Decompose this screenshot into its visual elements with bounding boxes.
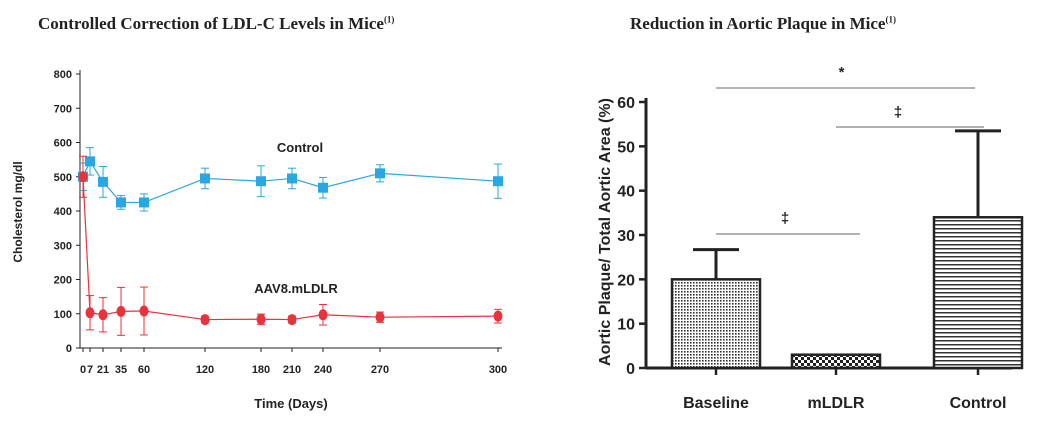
left-y-tick-label: 500 [54,172,72,184]
right-y-tick-label: 40 [617,184,635,201]
left-x-tick-label: 120 [196,364,214,376]
right-chart-title-superscript: (1) [885,14,896,25]
significance-marker: ‡ [781,210,789,227]
data-point-square [85,156,95,167]
data-point-square [287,173,297,184]
left-chart-title: Controlled Correction of LDL-C Levels in… [38,14,394,34]
left-x-tick-label: 35 [115,364,127,376]
left-x-tick-label: 210 [283,364,301,376]
left-x-tick-label: 7 [87,364,93,376]
data-point-square [200,173,210,184]
left-y-tick-label: 600 [54,138,72,150]
data-point-square [139,197,149,208]
right-y-tick-label: 20 [617,272,635,289]
left-y-axis-label: Cholesterol mg/dl [11,161,25,262]
right-y-tick-label: 10 [617,317,635,334]
data-point-square [375,168,385,179]
significance-marker: ‡ [894,104,902,121]
right-y-tick-label: 50 [617,139,635,156]
bar-category-label: Baseline [683,395,749,412]
data-point-circle [375,311,385,323]
data-point-square [98,176,108,187]
right-y-tick-label: 60 [617,95,635,112]
right-chart-title-text: Reduction in Aortic Plaque in Mice [630,14,886,33]
right-y-tick-label: 30 [617,228,635,245]
left-chart-title-text: Controlled Correction of LDL-C Levels in… [38,14,384,33]
left-y-tick-label: 0 [66,343,72,355]
bar-category-label: Control [950,395,1007,412]
data-point-circle [256,313,266,325]
data-point-square [493,176,503,187]
right-bar-chart: 0 10 20 30 40 50 60 Baseline mLDLR Control * ‡ ‡ [617,64,1024,412]
data-point-circle [98,309,108,321]
mldlr-series-label: AAV8.mLDLR [254,281,338,296]
control-series-label: Control [277,140,323,155]
data-point-square [116,197,126,208]
data-point-circle [116,305,126,317]
bar-mldlr [790,353,882,370]
significance-marker: * [839,64,845,81]
left-chart-title-superscript: (1) [383,14,395,25]
bar-baseline [670,278,762,370]
data-point-circle [78,171,88,183]
left-y-tick-label: 200 [54,275,72,287]
left-y-tick-label: 700 [54,103,72,115]
data-point-circle [139,305,149,317]
left-x-tick-label: 300 [489,364,507,376]
left-y-tick-label: 400 [54,206,72,218]
left-x-tick-label: 270 [371,364,389,376]
data-point-circle [200,314,210,326]
left-x-tick-label: 180 [252,364,270,376]
data-point-square [256,176,266,187]
data-point-square [318,182,328,193]
data-point-circle [318,309,328,321]
data-point-circle [85,307,95,319]
left-y-tick-label: 300 [54,240,72,252]
bar-category-label: mLDLR [808,395,865,412]
left-x-tick-label: 21 [97,364,109,376]
data-point-circle [493,310,503,322]
left-x-axis-label: Time (Days) [254,396,327,411]
right-y-tick-label: 0 [626,361,635,378]
bar-control [932,216,1024,370]
left-x-tick-label: 0 [80,364,86,376]
left-y-tick-label: 100 [54,309,72,321]
left-y-tick-label: 800 [54,69,72,81]
left-x-tick-label: 240 [314,364,332,376]
left-x-tick-label: 60 [138,364,150,376]
data-point-circle [287,314,297,326]
right-chart-title: Reduction in Aortic Plaque in Mice(1) [630,14,896,34]
right-y-axis-label: Aortic Plaque/ Total Aortic Area (%) [597,98,614,366]
